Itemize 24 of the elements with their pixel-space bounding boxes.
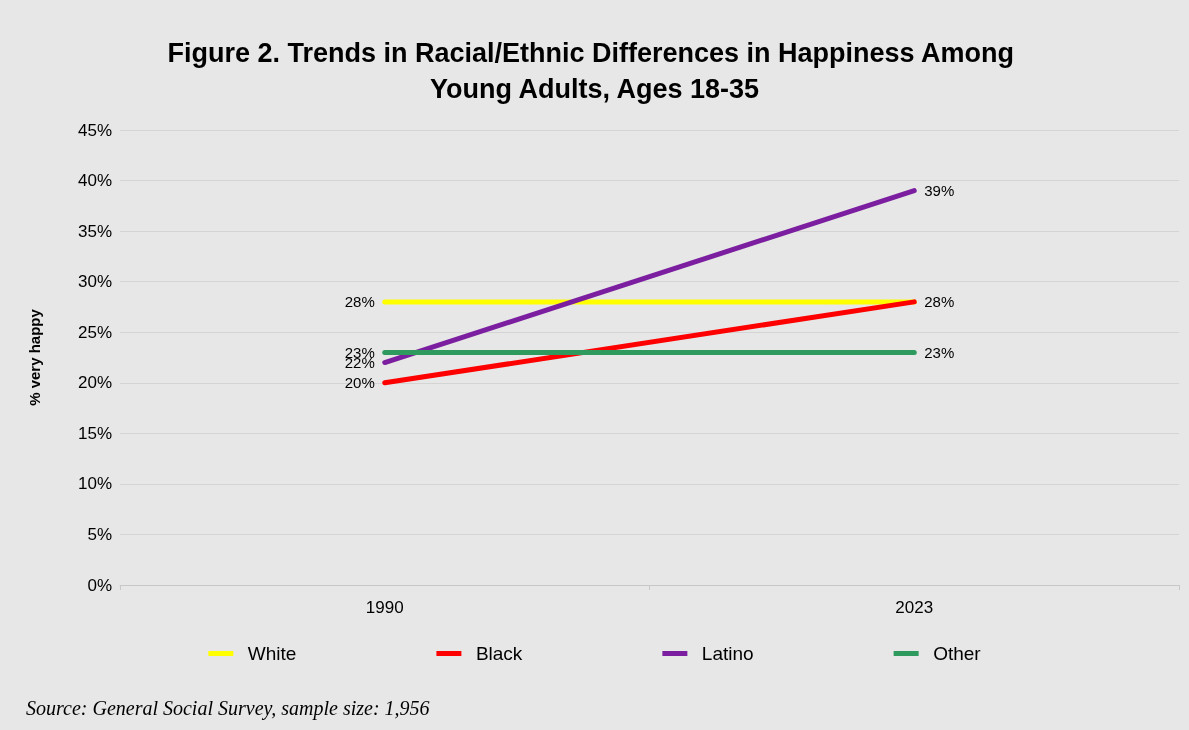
source-note: Source: General Social Survey, sample size: 1,956 <box>26 697 430 720</box>
data-label: 28% <box>924 293 955 311</box>
y-tick-label: 35% <box>77 221 112 241</box>
y-tick-label: 0% <box>87 575 112 595</box>
y-tick-label: 20% <box>77 373 112 393</box>
legend-label: Latino <box>701 643 754 664</box>
x-tick-label: 1990 <box>365 598 404 617</box>
x-tick-label: 2023 <box>895 598 934 617</box>
y-tick-label: 25% <box>77 322 112 342</box>
data-label: 23% <box>924 343 955 361</box>
y-tick-label: 10% <box>77 474 112 494</box>
data-label: 28% <box>344 293 375 311</box>
y-tick-label: 40% <box>77 171 112 191</box>
legend-label: White <box>247 643 297 664</box>
y-tick-label: 5% <box>87 524 112 544</box>
legend-label: Black <box>475 643 523 664</box>
y-tick-label: 45% <box>77 120 112 140</box>
legend-label: Other <box>933 643 982 664</box>
y-axis-title: % very happy <box>26 308 43 406</box>
chart-title: Figure 2. Trends in Racial/Ethnic Differences in Happiness Among Young Adults, Ages 18-35 <box>167 38 1022 104</box>
data-label: 20% <box>344 374 375 392</box>
y-tick-label: 15% <box>77 423 112 443</box>
y-tick-label: 30% <box>77 272 112 292</box>
data-label: 39% <box>924 182 955 200</box>
